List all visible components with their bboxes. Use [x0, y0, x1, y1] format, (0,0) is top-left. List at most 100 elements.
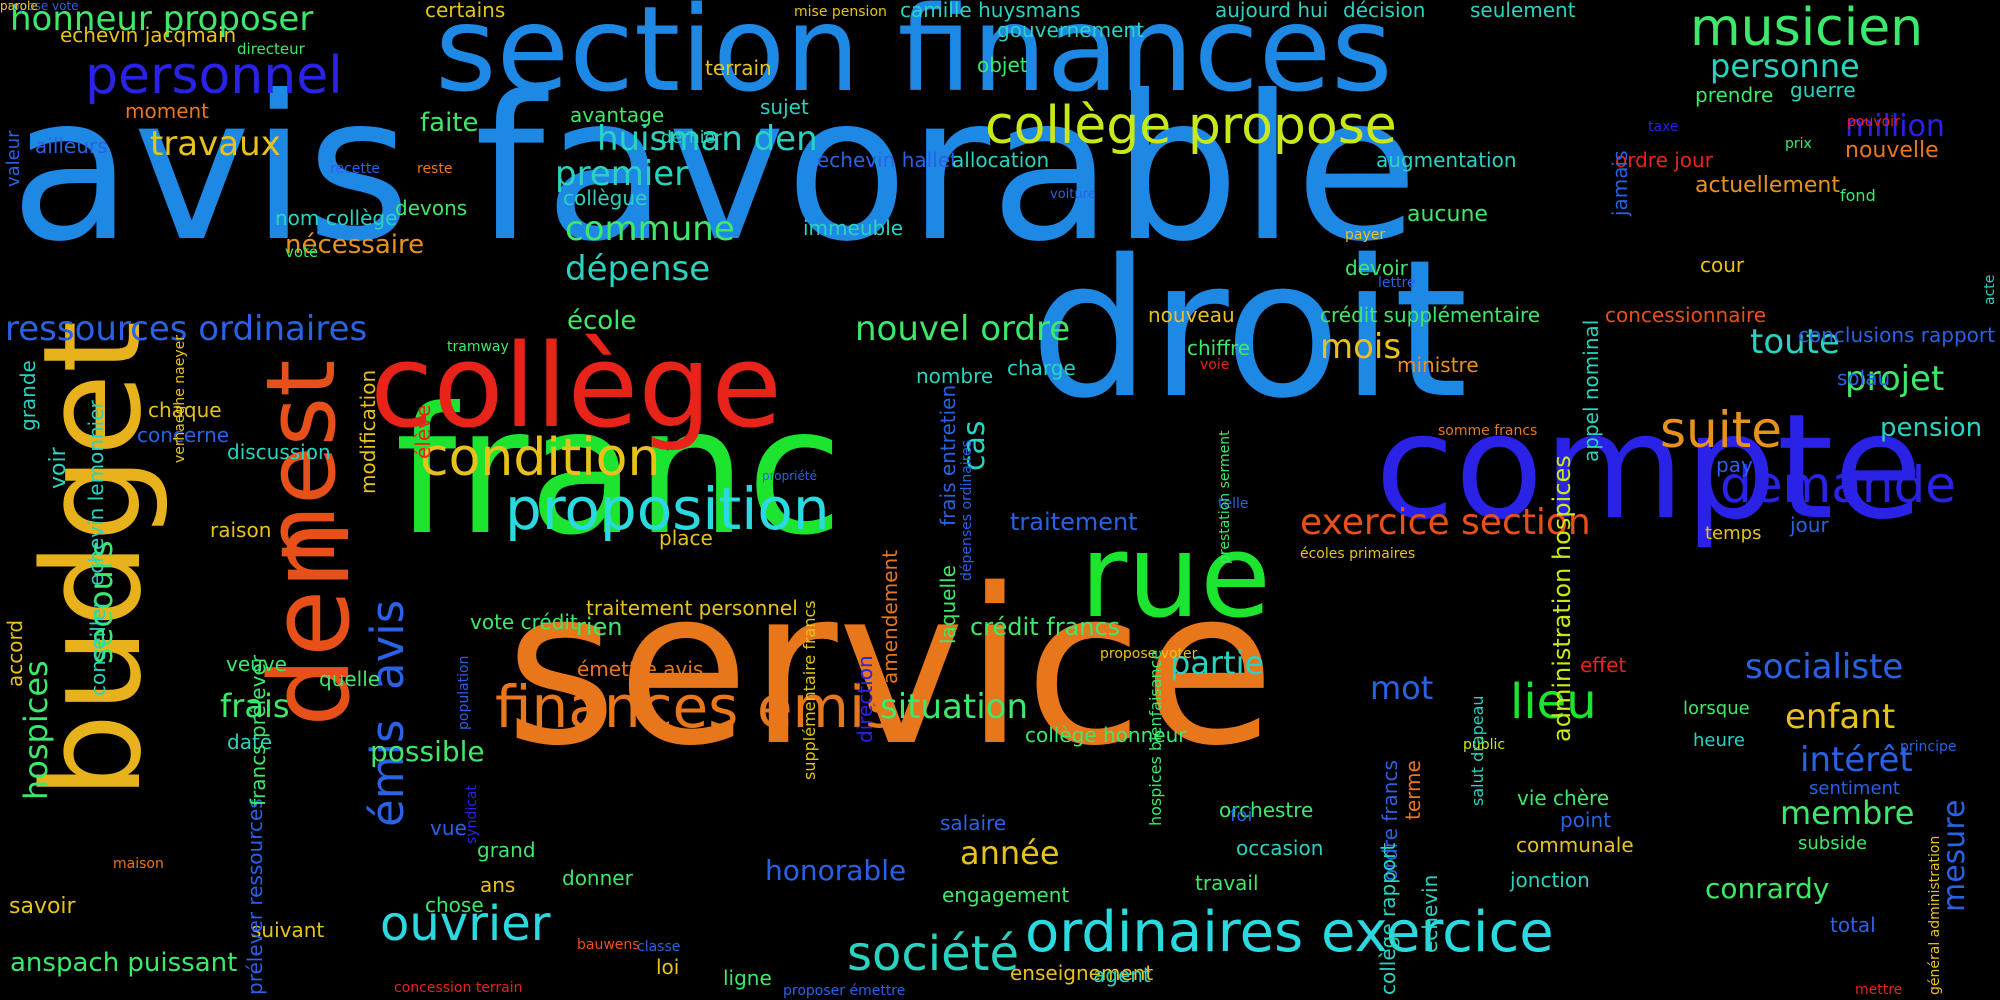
word-echevin-hallet: echevin hallet: [817, 148, 958, 172]
word-amendement: amendement: [878, 549, 902, 684]
word-college-honneur: collège honneur: [1025, 723, 1187, 747]
word-prestation-serment: prestation serment: [1217, 430, 1233, 564]
word-concerne: concerne: [137, 423, 230, 447]
word-eleve: élève: [411, 404, 435, 459]
word-premier: premier: [555, 154, 689, 194]
word-engagement: engagement: [942, 883, 1070, 907]
word-necessaire: nécessaire: [285, 230, 425, 260]
word-mettre: mettre: [1855, 982, 1903, 998]
word-foi: foi: [1230, 805, 1253, 826]
word-personne: personne: [1710, 47, 1860, 85]
word-suite: suite: [1660, 401, 1782, 459]
word-aucune: aucune: [1407, 202, 1488, 227]
word-mise-pension: mise pension: [794, 4, 887, 20]
word-partie: partie: [1170, 644, 1265, 682]
word-directeur: directeur: [237, 40, 305, 58]
word-occasion: occasion: [1236, 836, 1324, 860]
word-devons: devons: [395, 196, 468, 220]
word-vue: vue: [430, 816, 467, 840]
word-jonction: jonction: [1510, 868, 1590, 892]
word-supplementaire-francs: supplémentaire francs: [800, 600, 819, 780]
word-ordinaires-exercice: ordinaires exercice: [1025, 900, 1554, 965]
word-agent: agent: [1093, 963, 1151, 987]
word-parole: parole: [0, 0, 38, 13]
word-conrardy: conrardy: [1705, 872, 1830, 905]
word-ordre-jour: ordre jour: [1615, 148, 1713, 172]
word-conclusions-rapport: conclusions rapport: [1798, 323, 1995, 347]
word-guerre: guerre: [1790, 78, 1856, 102]
word-fond: fond: [1840, 186, 1876, 205]
word-ecoles-primaires: écoles primaires: [1300, 546, 1416, 562]
word-vie-chere: vie chère: [1517, 786, 1610, 810]
word-voie: voie: [1200, 357, 1230, 373]
word-veuve: veuve: [226, 652, 287, 676]
word-quelle: quelle: [319, 667, 381, 691]
word-suivant: suivant: [251, 918, 325, 942]
word-syndicat: syndicat: [464, 785, 480, 844]
word-anspach-puissant: anspach puissant: [10, 948, 238, 978]
word-effet: effet: [1580, 653, 1627, 677]
word-tramway: tramway: [447, 339, 509, 355]
word-condition: condition: [420, 428, 661, 488]
word-franc: franc: [395, 371, 843, 574]
word-ailleurs: ailleurs: [35, 134, 108, 158]
word-honneur-proposer: honneur proposer: [10, 0, 314, 39]
word-ans: ans: [480, 873, 516, 897]
word-recette: recette: [330, 161, 380, 177]
word-nouvel-ordre: nouvel ordre: [855, 309, 1071, 349]
word-sujet: sujet: [760, 95, 809, 119]
word-huisman-den: huisman den: [597, 119, 818, 159]
word-augmentation: augmentation: [1376, 148, 1517, 172]
word-somme-francs: somme francs: [1438, 423, 1538, 439]
word-section-finances: section finances: [435, 0, 1393, 118]
word-prendre: prendre: [1695, 83, 1774, 107]
word-modification: modification: [356, 369, 380, 494]
word-chose: chose: [425, 893, 484, 917]
word-charge: charge: [1007, 356, 1076, 380]
word-droit: droit: [1030, 219, 1469, 440]
word-concession-terrain: concession terrain: [394, 980, 523, 996]
word-pay: pay: [1716, 453, 1753, 477]
word-jamais: jamais: [1608, 150, 1632, 216]
word-communale: communale: [1516, 833, 1634, 857]
word-jour: jour: [1790, 513, 1829, 537]
word-vote: voté: [285, 243, 319, 261]
word-mois: mois: [1320, 327, 1402, 367]
word-proposition: proposition: [505, 475, 830, 543]
word-prix: prix: [1785, 136, 1812, 152]
word-donner: donner: [562, 866, 633, 890]
word-rien: rien: [576, 613, 623, 641]
word-seulement: seulement: [1470, 0, 1576, 22]
word-depenses-ordinaires: dépenses ordinaires: [959, 439, 975, 581]
word-savoir: savoir: [9, 894, 76, 919]
word-emettre-avis: émettre avis: [577, 657, 704, 681]
word-ouvrier: ouvrier: [380, 896, 551, 952]
word-million: million: [1845, 109, 1945, 144]
word-collegue: collègue: [563, 186, 648, 210]
word-concessionnaire: concessionnaire: [1605, 303, 1767, 327]
word-demande: demande: [1720, 456, 1957, 514]
word-situation: situation: [880, 687, 1029, 727]
word-subside: subside: [1798, 833, 1868, 854]
word-aujourd-hui: aujourd hui: [1215, 0, 1329, 22]
word-nombre: nombre: [916, 364, 994, 388]
word-credit-francs: crédit francs: [970, 613, 1121, 641]
word-point: point: [1560, 808, 1612, 832]
word-travail: travail: [1195, 871, 1259, 895]
word-nouvelle: nouvelle: [1845, 138, 1939, 163]
word-travaux: travaux: [150, 124, 281, 164]
word-camille-huysmans: camille huysmans: [900, 0, 1081, 22]
word-bauwens: bauwens: [577, 937, 640, 953]
word-orchestre: orchestre: [1219, 798, 1314, 822]
word-socialiste: socialiste: [1745, 647, 1904, 687]
word-echevin-jacqmain: echevin jacqmain: [60, 23, 237, 47]
word-rue: rue: [1080, 510, 1271, 644]
word-traitement-personnel: traitement personnel: [586, 596, 798, 620]
word-traitement: traitement: [1010, 508, 1138, 536]
word-pouvoir: pouvoir: [1847, 114, 1900, 130]
word-salut-drapeau: salut drapeau: [1468, 695, 1487, 806]
word-propriete: propriété: [762, 469, 817, 483]
word-temps: temps: [1705, 523, 1762, 544]
word-devoir: devoir: [1345, 256, 1408, 280]
